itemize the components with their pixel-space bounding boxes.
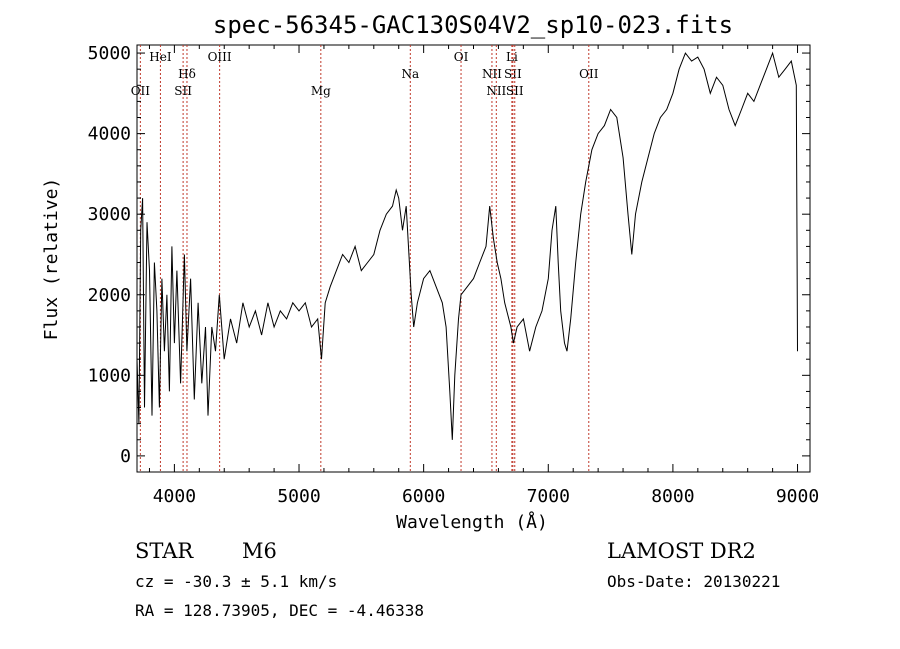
plot-frame — [136, 44, 811, 473]
coordinates: RA = 128.73905, DEC = -4.46338 — [135, 601, 424, 620]
y-axis-ticks: 0 1000 2000 3000 4000 5000 — [88, 43, 810, 473]
spectral-line-label: OI — [454, 50, 469, 64]
spectral-line-label: SII — [504, 67, 522, 81]
spectral-line-label: Li — [506, 50, 518, 64]
x-tick-label: 7000 — [527, 486, 570, 507]
spectral-line-label: SII — [174, 84, 192, 98]
spectral-line-label: Hδ — [178, 67, 196, 81]
spectral-line-label: SII — [506, 84, 524, 98]
x-tick-label: 5000 — [277, 486, 320, 507]
obs-date: Obs-Date: 20130221 — [607, 572, 780, 591]
spectral-line-label: HeI — [149, 50, 172, 64]
x-axis-ticks: 4000 5000 6000 7000 8000 9000 — [148, 45, 819, 507]
x-tick-label: 4000 — [153, 486, 196, 507]
spectral-line-label: NII — [486, 84, 506, 98]
spectral-line-label: NII — [482, 67, 502, 81]
spectral-line-label: OII — [579, 67, 599, 81]
survey-name: LAMOST DR2 — [607, 539, 756, 563]
spectrum-line — [136, 51, 798, 440]
y-tick-label: 3000 — [88, 204, 131, 225]
object-class: STAR — [135, 539, 194, 563]
redshift-readout: cz = -30.3 ± 5.1 km/s — [135, 572, 337, 591]
spectral-line-label: OIII — [208, 50, 232, 64]
x-tick-label: 6000 — [402, 486, 445, 507]
spectral-line-label: OII — [131, 84, 151, 98]
x-tick-label: 9000 — [776, 486, 819, 507]
y-tick-label: 2000 — [88, 285, 131, 306]
spectral-line-markers: OII HeI Hδ SII OIII Mg Na OI NII NII Li SII SII OII — [131, 45, 599, 472]
y-tick-label: 5000 — [88, 43, 131, 64]
spectral-line-label: Na — [401, 67, 419, 81]
x-tick-label: 8000 — [651, 486, 694, 507]
chart-title: spec-56345-GAC130S04V2_sp10-023.fits — [213, 11, 733, 39]
y-axis-label: Flux (relative) — [41, 178, 62, 341]
object-subclass: M6 — [242, 539, 277, 563]
y-tick-label: 0 — [120, 446, 131, 467]
y-tick-label: 1000 — [88, 365, 131, 386]
spectral-line-label: Mg — [311, 84, 331, 98]
x-axis-label: Wavelength (Å) — [396, 511, 548, 533]
y-tick-label: 4000 — [88, 124, 131, 145]
